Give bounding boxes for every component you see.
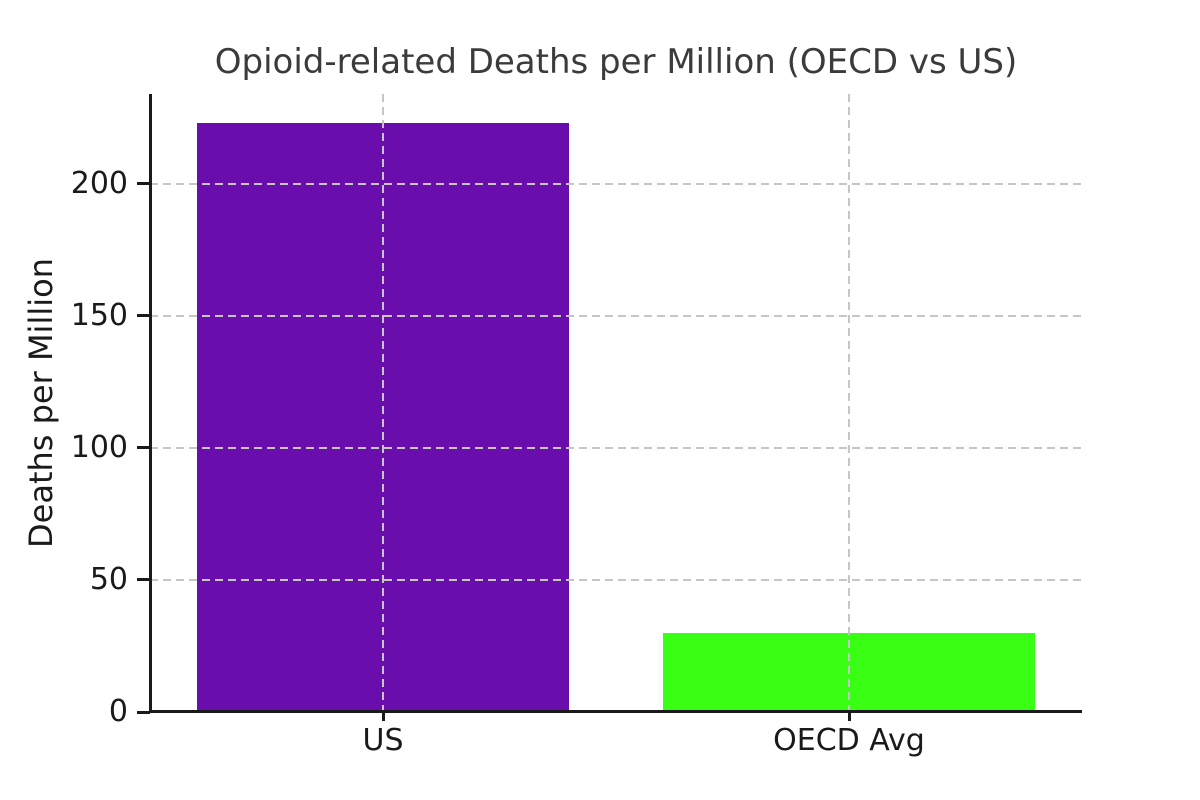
x-tick-label: OECD Avg bbox=[773, 723, 925, 758]
y-tick-mark bbox=[137, 446, 150, 450]
x-tick-mark bbox=[847, 712, 851, 721]
gridline-horizontal bbox=[150, 446, 1082, 449]
y-tick-label: 0 bbox=[108, 694, 128, 729]
gridline-horizontal bbox=[150, 314, 1082, 317]
y-axis-spine bbox=[149, 94, 152, 712]
chart-title: Opioid-related Deaths per Million (OECD … bbox=[214, 42, 1018, 82]
y-axis-title: Deaths per Million bbox=[22, 258, 60, 548]
x-axis-spine bbox=[149, 710, 1082, 713]
x-tick-mark bbox=[381, 712, 385, 721]
y-tick-mark bbox=[137, 182, 150, 186]
y-tick-label: 200 bbox=[70, 165, 128, 201]
y-tick-label: 100 bbox=[70, 429, 128, 465]
gridline-vertical bbox=[382, 94, 384, 712]
ticks-layer: 0 50 100 150 200 US OECD Avg bbox=[71, 94, 1082, 757]
plot-area: 0 50 100 150 200 US OECD Avg bbox=[71, 94, 1082, 758]
y-tick-mark bbox=[137, 710, 150, 714]
gridline-horizontal bbox=[150, 578, 1082, 581]
y-tick-mark bbox=[137, 314, 150, 318]
y-tick-label: 50 bbox=[89, 561, 128, 597]
y-tick-label: 150 bbox=[70, 297, 128, 333]
gridline-horizontal bbox=[150, 182, 1082, 185]
gridline-vertical bbox=[848, 94, 850, 712]
y-tick-mark bbox=[137, 578, 150, 582]
grid-layer bbox=[150, 94, 1082, 712]
x-tick-label: US bbox=[362, 723, 404, 758]
